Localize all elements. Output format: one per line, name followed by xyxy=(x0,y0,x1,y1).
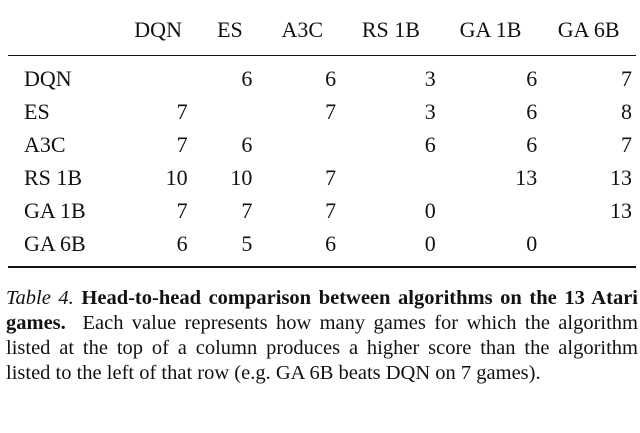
table-cell: 0 xyxy=(424,197,436,223)
table-cell: 6 xyxy=(526,131,538,157)
table-cell: 6 xyxy=(241,65,253,91)
table-cell: 7 xyxy=(325,197,337,223)
row-header: GA 1B xyxy=(24,197,86,223)
table-header: DQN ES A3C RS 1B GA 1B GA 6B xyxy=(8,9,636,56)
table-row: A3C 7 6 6 6 7 xyxy=(8,128,636,161)
table-cell xyxy=(342,161,440,194)
table-row: DQN 6 6 3 6 7 xyxy=(8,56,636,96)
table-cell: 0 xyxy=(526,230,538,256)
table-cell: 7 xyxy=(176,98,188,124)
table-row: GA 6B 6 5 6 0 0 xyxy=(8,227,636,267)
table-cell: 7 xyxy=(325,98,337,124)
table-cell: 8 xyxy=(621,98,632,124)
table-cell: 6 xyxy=(241,131,253,157)
table-cell xyxy=(198,95,263,128)
row-header: GA 6B xyxy=(24,230,86,256)
caption-label: Table 4. xyxy=(6,287,74,309)
table-cell xyxy=(440,194,542,227)
caption-body: Each value represents how many games for… xyxy=(6,312,638,384)
table-caption: Table 4. Head-to-head comparison between… xyxy=(6,286,638,386)
table-cell: 7 xyxy=(325,164,337,190)
table-cell: 6 xyxy=(325,65,337,91)
column-header: RS 1B xyxy=(361,17,420,42)
table-cell: 6 xyxy=(424,131,436,157)
table-cell: 10 xyxy=(230,164,253,190)
row-header: DQN xyxy=(24,65,72,91)
column-header: DQN xyxy=(134,17,182,42)
comparison-table-wrap: DQN ES A3C RS 1B GA 1B GA 6B DQN 6 6 3 6… xyxy=(8,9,636,268)
column-header: GA 1B xyxy=(459,17,522,42)
table-cell: 7 xyxy=(621,65,632,91)
table-cell: 7 xyxy=(176,131,188,157)
table-cell: 5 xyxy=(241,230,253,256)
table-row: GA 1B 7 7 7 0 13 xyxy=(8,194,636,227)
table-cell: 6 xyxy=(526,98,538,124)
table-body: DQN 6 6 3 6 7 ES 7 7 3 6 8 xyxy=(8,56,636,267)
table-cell: 6 xyxy=(325,230,337,256)
caption-title: Head-to-head comparison between algorith… xyxy=(6,287,638,334)
column-header: ES xyxy=(217,17,243,42)
table-cell: 13 xyxy=(610,197,632,223)
table-row: ES 7 7 3 6 8 xyxy=(8,95,636,128)
table-cell: 6 xyxy=(176,230,188,256)
row-header: A3C xyxy=(24,131,66,157)
column-header: A3C xyxy=(281,17,323,42)
row-header: ES xyxy=(24,98,50,124)
table-row: RS 1B 10 10 7 13 13 xyxy=(8,161,636,194)
table-cell xyxy=(119,56,198,96)
table-cell xyxy=(262,128,342,161)
table-cell xyxy=(541,227,636,267)
table-cell: 3 xyxy=(424,65,436,91)
table-cell: 7 xyxy=(621,131,632,157)
table-cell: 10 xyxy=(165,164,188,190)
column-header: GA 6B xyxy=(557,17,620,42)
table-cell: 0 xyxy=(424,230,436,256)
header-row: DQN ES A3C RS 1B GA 1B GA 6B xyxy=(8,9,636,56)
table-cell: 13 xyxy=(515,164,538,190)
table-cell: 6 xyxy=(526,65,538,91)
table-cell: 3 xyxy=(424,98,436,124)
table-cell: 7 xyxy=(176,197,188,223)
table-cell: 7 xyxy=(241,197,253,223)
row-header: RS 1B xyxy=(24,164,83,190)
table-cell: 13 xyxy=(610,164,632,190)
corner-cell xyxy=(8,9,119,56)
comparison-table: DQN ES A3C RS 1B GA 1B GA 6B DQN 6 6 3 6… xyxy=(8,9,636,268)
